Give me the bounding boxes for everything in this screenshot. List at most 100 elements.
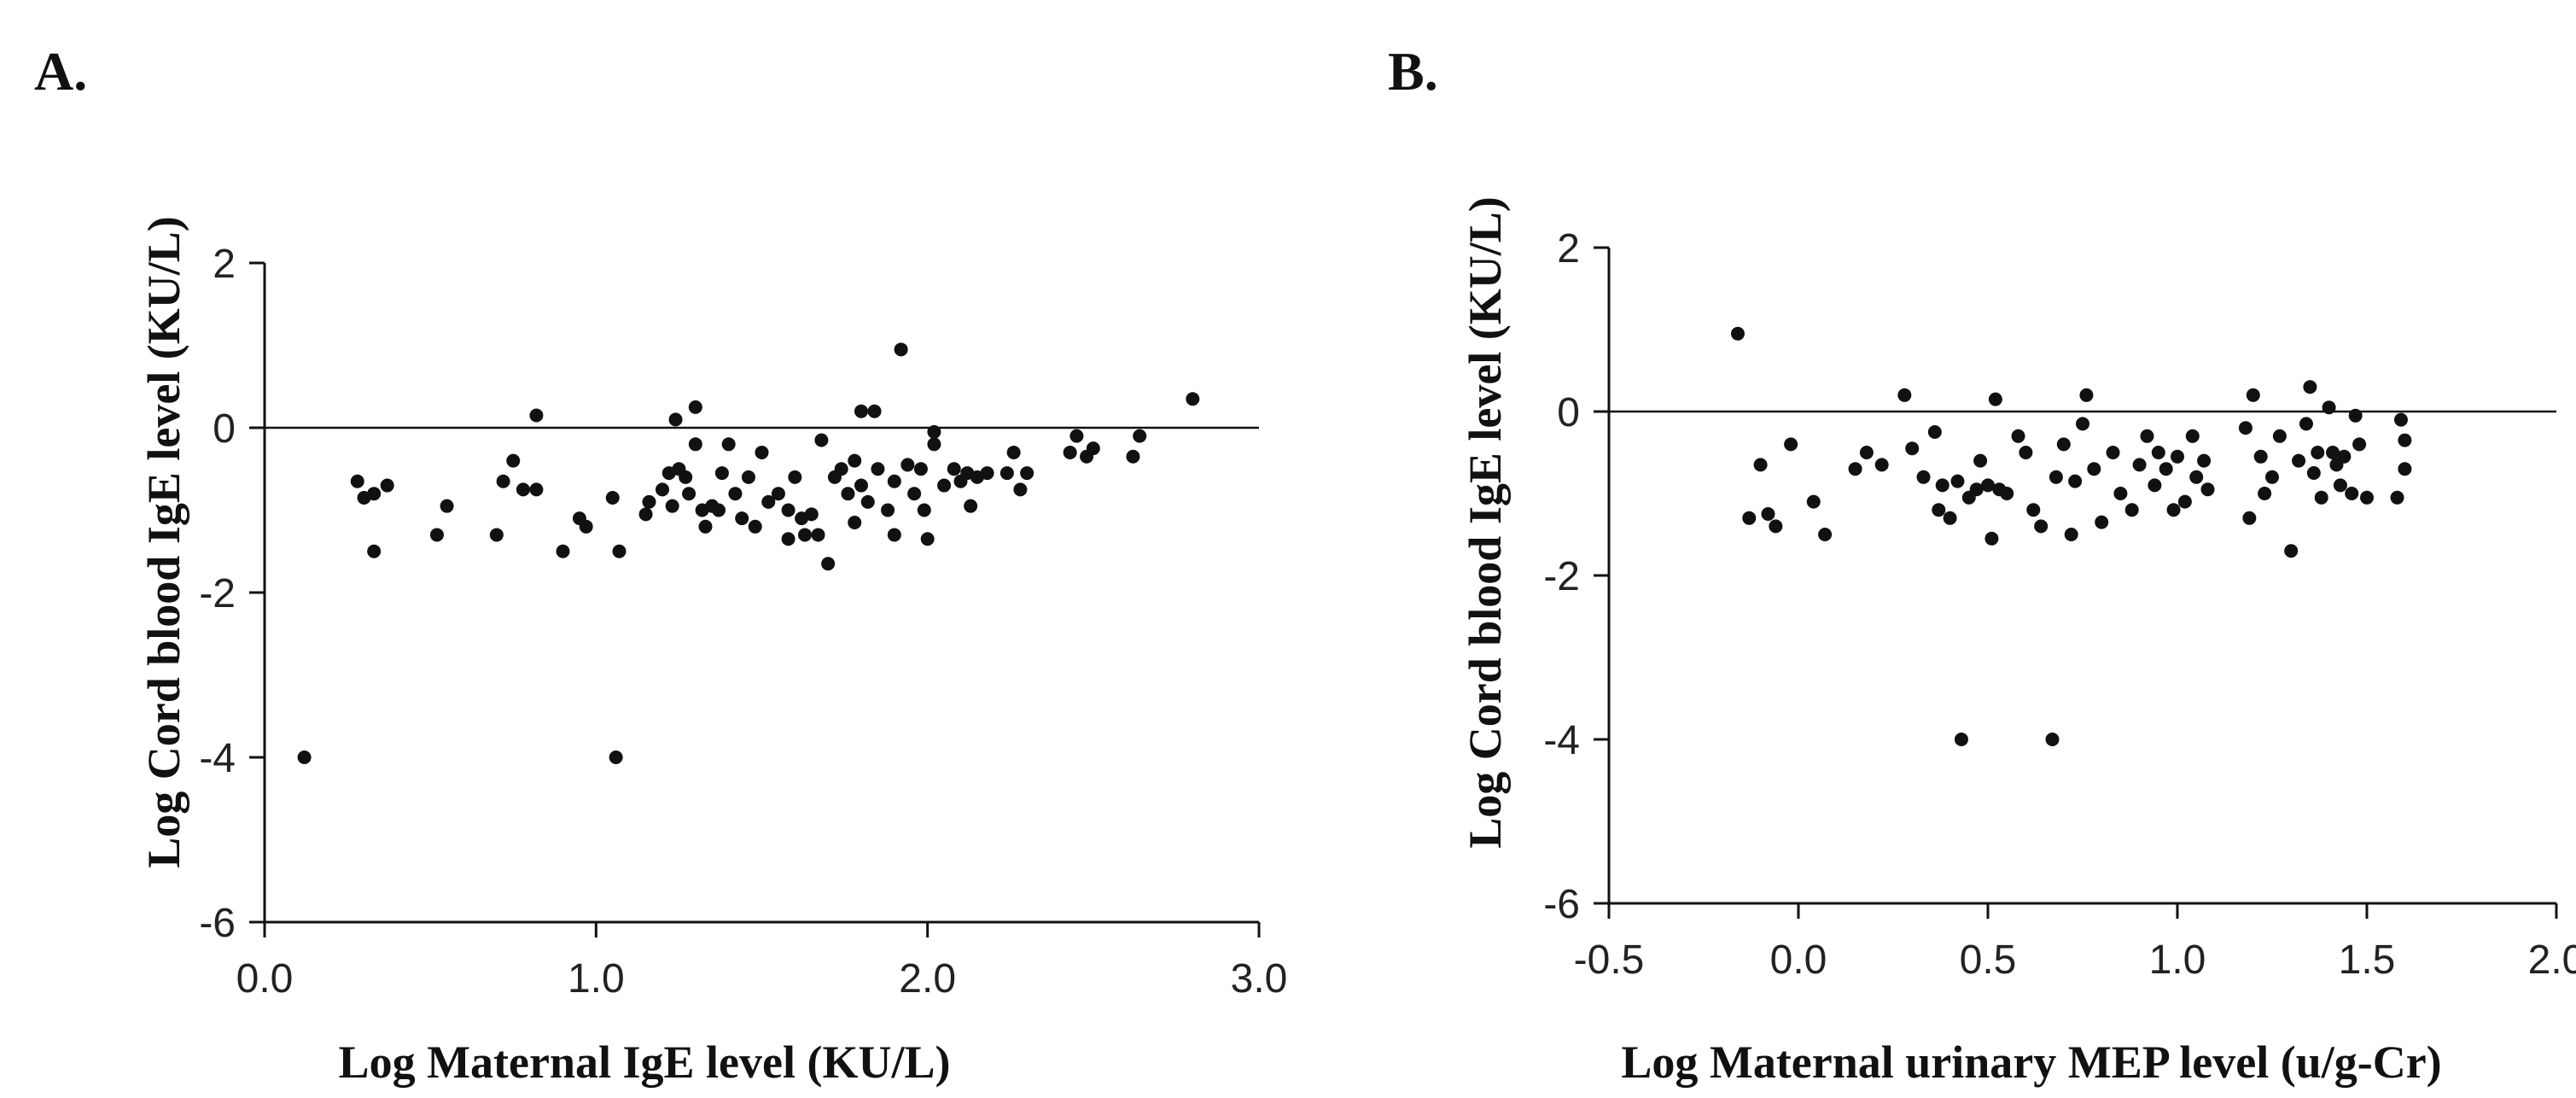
panel-b-data-point <box>2348 408 2363 423</box>
panel-a-data-point <box>642 494 656 509</box>
panel-b-data-point <box>2011 429 2025 443</box>
panel-a-data-point <box>665 499 679 513</box>
panel-b-data-point <box>2360 490 2374 505</box>
panel-b: B. 2 0 -2 -4 -6 -0.5 0.0 0.5 1.0 1.5 2.0 Log Mater… <box>1388 41 2576 1088</box>
panel-a-data-point <box>781 532 796 546</box>
panel-a-data-point <box>771 487 785 501</box>
panel-b-data-point <box>1784 437 1798 452</box>
panel-a-data-point <box>1013 482 1028 497</box>
panel-a-data-point <box>848 453 862 468</box>
panel-b-data-point <box>1969 482 1984 497</box>
panel-a-data-point <box>1020 466 1034 481</box>
panel-a-data-point <box>748 519 762 534</box>
panel-a-data-point <box>947 462 961 476</box>
panel-b-data-point <box>2246 388 2260 402</box>
panel-a-data-point <box>612 544 627 558</box>
panel-a-data-point <box>1126 449 1140 464</box>
panel-b-data-point <box>2132 458 2147 472</box>
panel-a-data-point <box>556 544 570 558</box>
panel-b-data-point <box>2265 470 2279 484</box>
panel-a-data-point <box>516 482 530 497</box>
panel-b-y-tick-label: -4 <box>1543 718 1580 763</box>
panel-a-data-point <box>788 470 802 484</box>
panel-b-data-point <box>2189 470 2204 484</box>
panel-a-data-point <box>913 462 928 476</box>
panel-b-data-point <box>2026 503 2041 517</box>
panel-b-y-axis-title: Log Cord blood IgE level (KU/L) <box>1460 196 1511 849</box>
panel-a-data-point <box>854 478 868 493</box>
panel-a-data-point <box>887 474 901 488</box>
panel-a-data-point <box>834 462 848 476</box>
panel-b-data-point <box>2076 417 2089 431</box>
panel-a-data-point <box>638 507 653 522</box>
panel-b-data-point <box>2284 544 2299 558</box>
panel-a-data-point <box>367 544 382 558</box>
panel-a-data-point <box>609 750 623 764</box>
panel-b-data-point <box>1932 503 1946 517</box>
panel-a-data-point <box>350 474 364 488</box>
panel-a-data-point <box>937 478 952 493</box>
panel-a-data-point <box>698 519 713 534</box>
panel-a-data-point <box>656 482 669 497</box>
panel-b-data-point <box>1984 531 1999 546</box>
panel-a-data-point <box>887 528 901 542</box>
panel-b-data-point <box>2159 462 2173 476</box>
panel-b-data-point <box>1927 425 1942 439</box>
panel-b-data-point <box>2311 446 2325 459</box>
panel-a-data-point <box>1069 429 1084 443</box>
panel-a-x-tick-label: 3.0 <box>1231 956 1288 1002</box>
panel-b-data-point <box>2258 487 2272 500</box>
panel-b-data-point <box>2049 470 2063 484</box>
panel-b-data-point <box>2045 733 2060 746</box>
panel-b-data-point <box>2177 494 2192 509</box>
panel-a-data-point <box>679 470 693 484</box>
panel-b-data-point <box>2337 449 2352 464</box>
panel-a-data-point <box>804 507 819 522</box>
panel-b-data-point <box>2151 446 2165 459</box>
panel-b-data-point <box>2068 474 2083 488</box>
panel-a-x-tick-label: 2.0 <box>899 956 956 1002</box>
panel-b-y-tick-label: -2 <box>1543 554 1580 599</box>
panel-a-data-point <box>841 487 855 501</box>
panel-b-data-point <box>2390 490 2404 505</box>
panel-a-data-point <box>814 433 829 447</box>
panel-a-data-point <box>605 491 620 505</box>
panel-b-data-point <box>2238 421 2253 435</box>
panel-b-data-point <box>2079 388 2094 402</box>
panel-b-data-point <box>1988 392 2002 406</box>
panel-b-x-tick-label: -0.5 <box>1574 937 1645 983</box>
panel-b-data-point <box>2200 482 2215 497</box>
panel-a-data-point <box>781 503 796 517</box>
panel-b-data-point <box>2034 519 2049 534</box>
panel-a-x-tick-label: 1.0 <box>568 956 625 1002</box>
panel-b-data-point <box>1905 441 1920 456</box>
panel-a-data-point <box>529 482 544 497</box>
panel-b-data-point <box>2171 449 2184 464</box>
panel-a-y-tick-label: 0 <box>213 406 236 452</box>
panel-b-data-point <box>2345 487 2359 500</box>
panel-b-data-point <box>2197 453 2212 468</box>
panel-a-data-point <box>860 494 875 509</box>
panel-b-data-point <box>1742 511 1757 525</box>
panel-a-data-point <box>380 478 394 493</box>
panel-b-data-point <box>2124 503 2139 517</box>
panel-b-data-point <box>1761 507 1775 521</box>
panel-b-data-point <box>2333 478 2347 493</box>
panel-a-y-axis-title: Log Cord blood IgE level (KU/L) <box>138 216 189 868</box>
panel-a-data-point <box>1086 441 1100 456</box>
panel-b-data-point <box>2314 490 2328 505</box>
panel-a-data-point <box>367 487 382 501</box>
panel-b-data-point <box>2000 487 2014 500</box>
panel-a-y-tick-label: 2 <box>213 242 236 287</box>
panel-a-data-point <box>506 453 521 468</box>
panel-a-data-point <box>1133 429 1147 443</box>
panel-a-data-point <box>867 404 882 418</box>
panel-b-data-point <box>1981 478 1995 493</box>
panel-a-data-point <box>721 437 736 452</box>
panel-a-data-point <box>1006 445 1021 459</box>
panel-b-data-point <box>1859 446 1874 459</box>
panel-b-x-tick-label: 2.0 <box>2528 937 2576 983</box>
panel-a-data-point <box>489 528 504 542</box>
panel-b-data-point <box>2019 446 2033 459</box>
